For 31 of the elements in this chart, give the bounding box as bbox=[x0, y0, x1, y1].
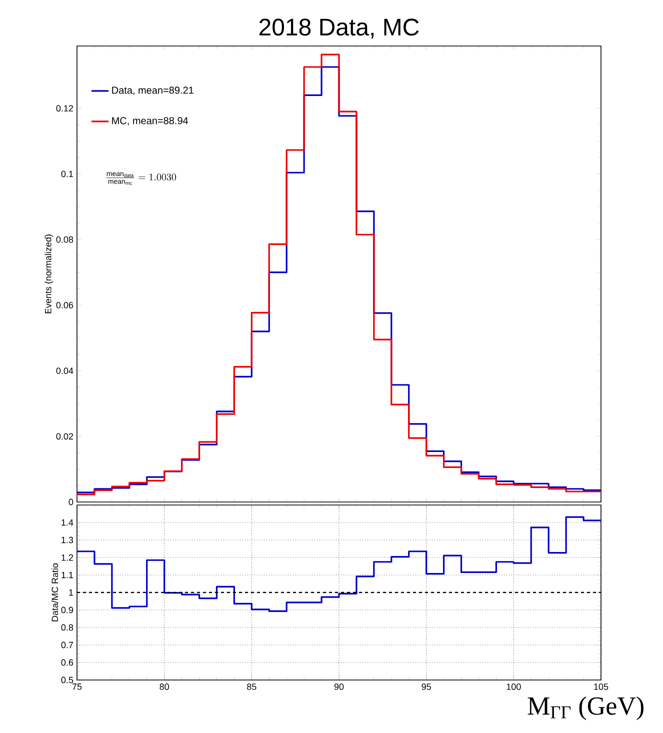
y-tick-label: 0.04 bbox=[56, 368, 74, 374]
x-tick-label: 105 bbox=[594, 684, 608, 690]
legend-label: Data, mean=89.21 bbox=[112, 86, 194, 95]
y-tick-label: 0.7 bbox=[61, 642, 74, 648]
y-tick-label: 0.5 bbox=[61, 676, 74, 684]
x-tick-label: 95 bbox=[422, 684, 431, 690]
y-tick-label: 0.12 bbox=[56, 105, 74, 112]
y-tick-label: 1.4 bbox=[62, 519, 74, 526]
y-tick-label: 0.8 bbox=[61, 624, 74, 631]
x-tick-label: 90 bbox=[334, 684, 344, 690]
y-tick-label: 1.2 bbox=[62, 554, 74, 561]
y-tick-label: 0.02 bbox=[56, 433, 74, 440]
x-axis-title: M$_{ΓΓ}$ (GeV) bbox=[528, 696, 644, 720]
x-tick-label: 100 bbox=[506, 684, 521, 690]
chart-title: 2018 Data, MC bbox=[260, 18, 419, 38]
annotation: $\frac{\mathrm{mean}_{\mathrm{data}}}{\mathrm{mean}_{\mathrm{mc}}}=1.0030$ bbox=[106, 172, 176, 185]
y-tick-label: 0.08 bbox=[56, 236, 74, 243]
y-tick-label: 0.1 bbox=[61, 170, 74, 178]
x-tick-label: 75 bbox=[72, 684, 82, 690]
y-tick-label: 1.1 bbox=[62, 572, 74, 578]
y-tick-label: 0.6 bbox=[61, 659, 74, 666]
y-tick-label: 0 bbox=[68, 498, 74, 506]
y-axis-title: Data/MC Ratio bbox=[51, 563, 58, 622]
y-tick-label: 0.9 bbox=[61, 606, 74, 614]
x-tick-label: 85 bbox=[247, 684, 256, 690]
y-tick-label: 0.06 bbox=[56, 302, 74, 308]
legend-label: MC, mean=88.94 bbox=[112, 117, 188, 126]
y-tick-label: 1 bbox=[69, 589, 74, 596]
x-tick-label: 80 bbox=[160, 684, 169, 690]
y-tick-label: 1.3 bbox=[62, 536, 74, 544]
y-axis-title: Events (normalized) bbox=[44, 234, 54, 314]
